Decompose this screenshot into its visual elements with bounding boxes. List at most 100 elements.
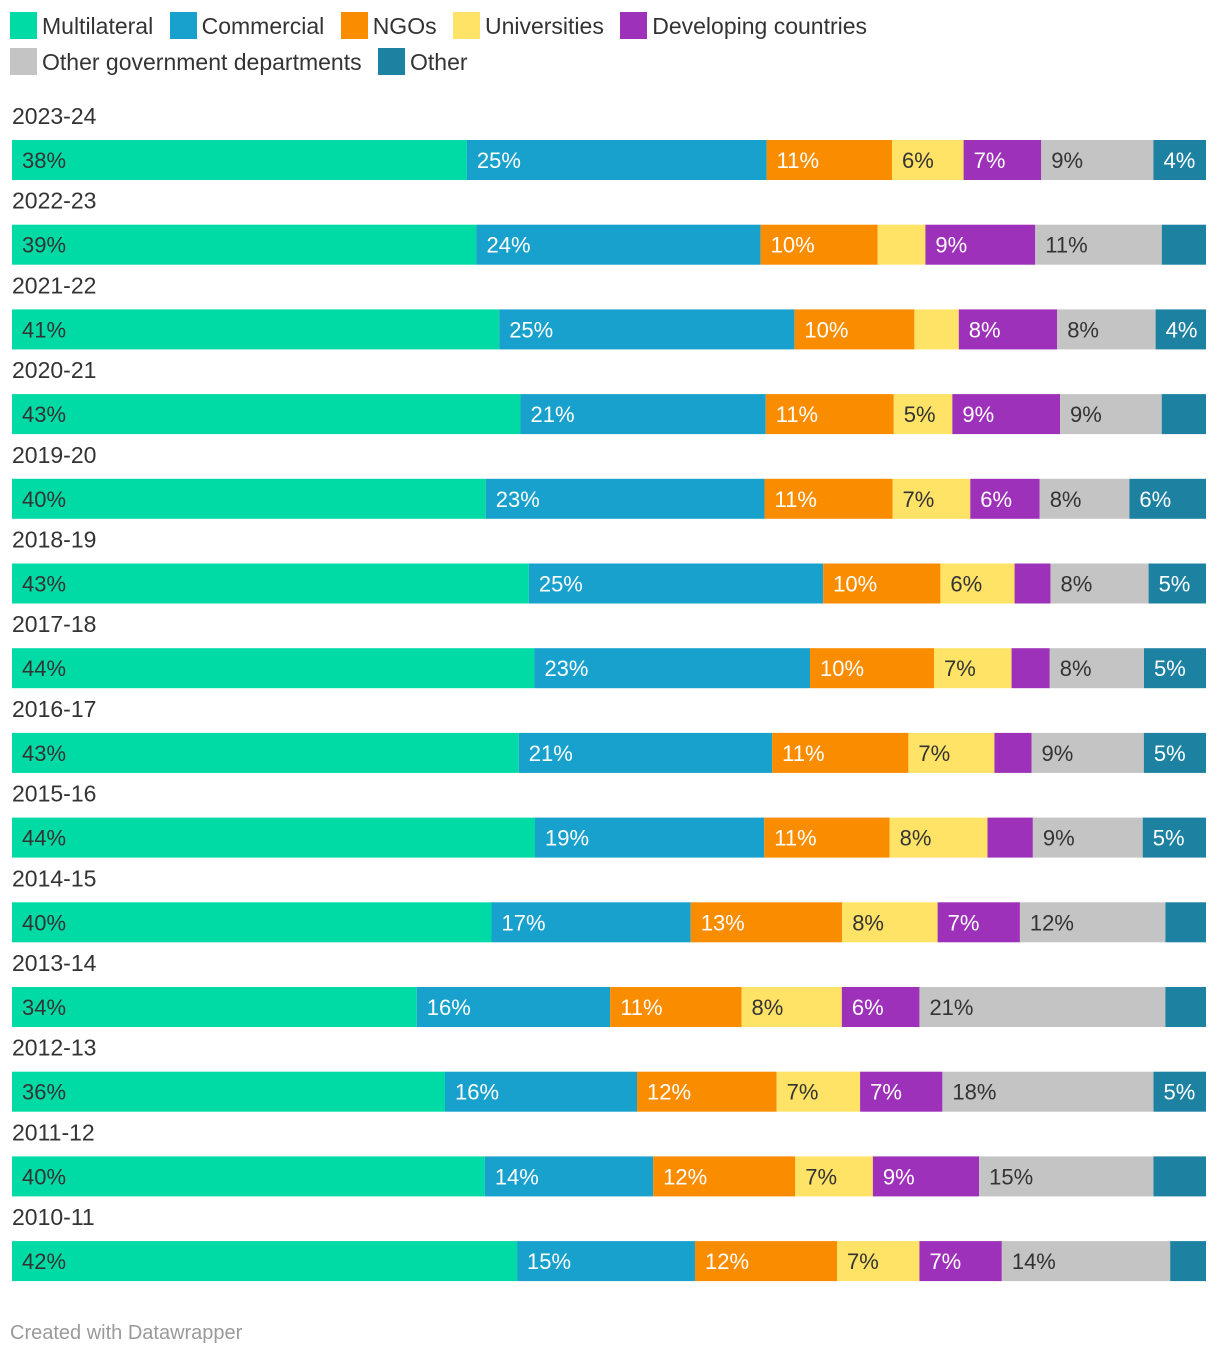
segment-value-label: 7%: [903, 487, 935, 512]
segment-value-label: 8%: [1067, 317, 1099, 342]
row-label: 2023-24: [12, 103, 97, 129]
bar-segment: [872, 1156, 980, 1197]
bar-segment: [12, 732, 519, 773]
segment-value-label: 8%: [969, 317, 1001, 342]
bar-row: 2010-11 42% 15% 12% 7% 7% 14%: [12, 1204, 1206, 1282]
bar-segment: [1170, 1241, 1206, 1282]
segment-value-label: 4%: [1163, 148, 1195, 173]
bar-segment: [891, 140, 964, 180]
legend-item: Commercial: [169, 12, 324, 39]
segment-value-label: 23%: [496, 487, 540, 512]
bar-segment: [12, 648, 535, 689]
segment-value-label: 14%: [495, 1164, 539, 1189]
legend-swatch: [378, 48, 405, 75]
segment-value-label: 42%: [22, 1249, 66, 1274]
segment-value-label: 11%: [777, 148, 819, 173]
bar-segment: [1039, 478, 1130, 519]
segment-value-label: 9%: [1043, 826, 1075, 851]
segment-value-label: 18%: [952, 1080, 996, 1105]
bar-segment: [1041, 140, 1154, 180]
bar-segment: [937, 902, 1020, 943]
segment-value-label: 7%: [948, 910, 980, 935]
segment-value-label: 10%: [771, 233, 815, 258]
row-label: 2021-22: [12, 272, 96, 298]
datawrapper-credit: Created with Datawrapper: [10, 1322, 243, 1344]
bar-segment: [1049, 648, 1144, 689]
bar-segment: [517, 1241, 695, 1282]
bar-segment: [934, 648, 1012, 689]
segment-value-label: 8%: [1050, 487, 1082, 512]
bar-segment: [1153, 1071, 1206, 1112]
bar-segment: [1057, 309, 1156, 350]
segment-value-label: 7%: [870, 1080, 902, 1105]
segment-value-label: 14%: [1012, 1249, 1056, 1274]
segment-value-label: 40%: [22, 1164, 66, 1189]
bar-row: 2023-24 38% 25% 11% 6% 7% 9% 4%: [12, 103, 1206, 180]
bar-segment: [765, 394, 894, 435]
segment-value-label: 6%: [1139, 487, 1171, 512]
segment-value-label: 10%: [833, 572, 877, 597]
segment-value-label: 34%: [22, 995, 66, 1020]
row-label: 2011-12: [12, 1119, 95, 1145]
bar-row: 2011-12 40% 14% 12% 7% 9% 15%: [12, 1119, 1206, 1197]
segment-value-label: 43%: [22, 402, 66, 427]
bar-segment: [466, 140, 767, 180]
segment-value-label: 5%: [1154, 741, 1186, 766]
bar-segment: [653, 1156, 796, 1197]
legend-label: Other: [410, 49, 468, 75]
bar-segment: [940, 563, 1015, 604]
segment-value-label: 12%: [705, 1249, 749, 1274]
bar-segment: [764, 478, 893, 519]
bar-segment: [12, 563, 529, 604]
bar-segment: [1014, 563, 1051, 604]
bar-segment: [893, 394, 953, 435]
segment-value-label: 44%: [22, 656, 66, 681]
segment-value-label: 25%: [509, 317, 553, 342]
row-label: 2015-16: [12, 781, 96, 807]
row-label: 2019-20: [12, 442, 96, 468]
bar-segment: [823, 563, 941, 604]
bar-segment: [1031, 732, 1144, 773]
bar-segment: [919, 987, 1166, 1027]
bar-segment: [877, 224, 926, 265]
row-label: 2020-21: [12, 357, 96, 383]
segment-value-label: 40%: [22, 910, 66, 935]
bar-row: 2020-21 43% 21% 11% 5% 9% 9%: [12, 357, 1206, 435]
bar-segment: [1155, 309, 1206, 350]
bar-segment: [416, 987, 611, 1027]
segment-value-label: 9%: [1042, 741, 1074, 766]
legend-label: NGOs: [372, 13, 437, 39]
segment-value-label: 41%: [22, 317, 66, 342]
bar-row: 2016-17 43% 21% 11% 7% 9% 5%: [12, 696, 1206, 773]
bar-segment: [914, 309, 959, 350]
legend-item: Universities: [452, 12, 604, 39]
segment-value-label: 36%: [22, 1080, 66, 1105]
bar-row: 2012-13 36% 16% 12% 7% 7% 18% 5%: [12, 1035, 1206, 1112]
bar-segment: [1143, 648, 1206, 689]
segment-value-label: 7%: [918, 741, 950, 766]
legend-swatch: [10, 48, 37, 75]
segment-value-label: 17%: [502, 910, 546, 935]
segment-value-label: 38%: [22, 148, 66, 173]
legend-label: Multilateral: [42, 13, 154, 39]
bar-segment: [694, 1241, 838, 1282]
segment-value-label: 11%: [776, 402, 818, 427]
segment-value-label: 25%: [477, 148, 521, 173]
legend-item: Multilateral: [10, 12, 154, 39]
segment-value-label: 6%: [852, 995, 884, 1020]
bar-segment: [772, 732, 909, 773]
segment-value-label: 16%: [455, 1080, 499, 1105]
segment-value-label: 8%: [900, 826, 932, 851]
segment-value-label: 7%: [847, 1249, 879, 1274]
bar-segment: [837, 1241, 920, 1282]
segment-value-label: 6%: [980, 487, 1012, 512]
bar-segment: [889, 817, 988, 858]
segment-value-label: 11%: [1045, 233, 1087, 258]
segment-value-label: 7%: [805, 1164, 837, 1189]
chart-legend: Multilateral Commercial NGOs Universitie…: [10, 8, 1200, 80]
segment-value-label: 4%: [1166, 317, 1198, 342]
bar-segment: [741, 987, 842, 1027]
bar-segment: [987, 817, 1033, 858]
segment-value-label: 8%: [1060, 656, 1092, 681]
segment-value-label: 5%: [904, 402, 936, 427]
